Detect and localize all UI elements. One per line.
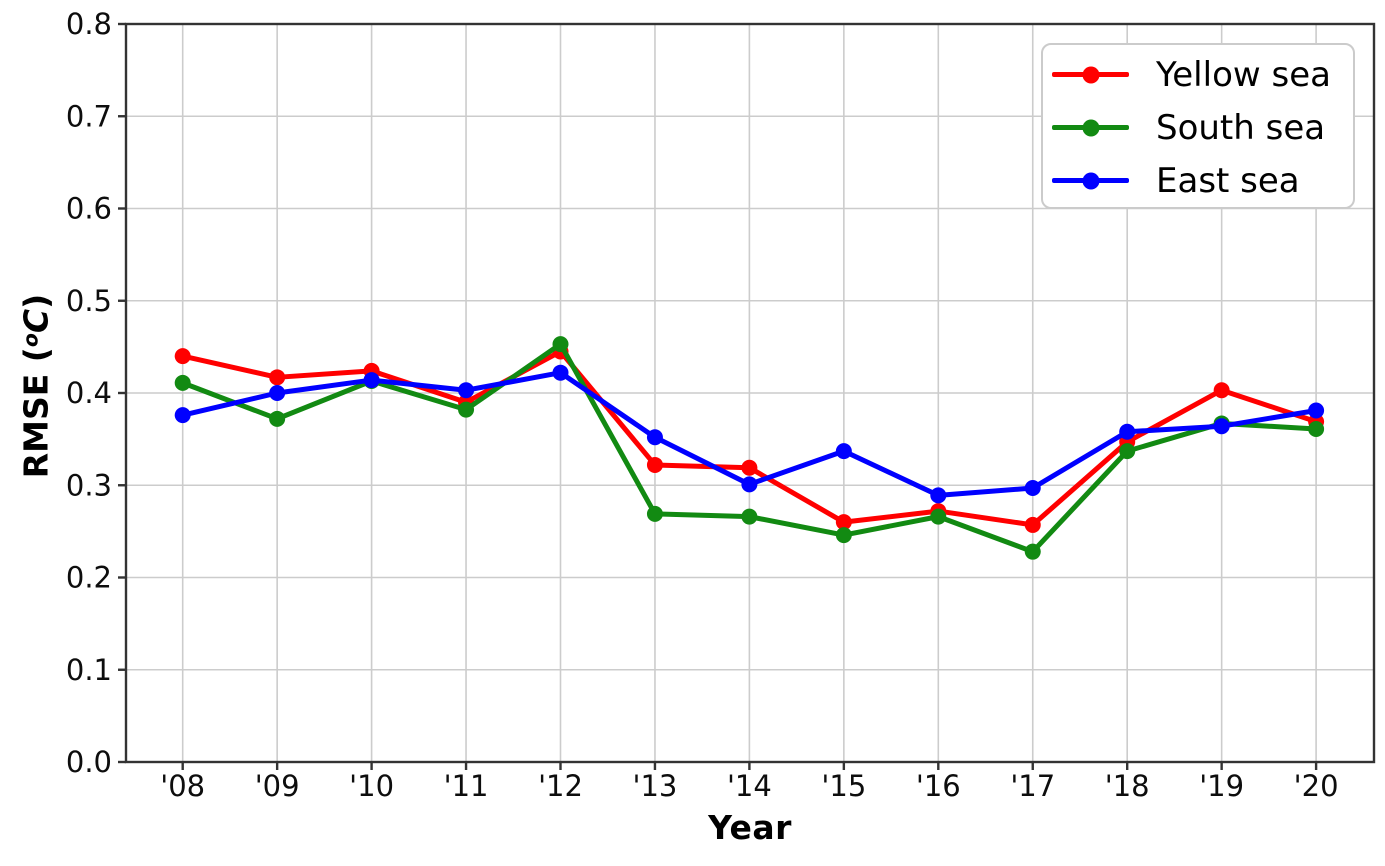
y-tick-label: 0.4 (66, 376, 112, 410)
data-marker-yellow-sea (835, 514, 852, 531)
data-marker-south-sea (458, 401, 475, 418)
data-marker-east-sea (930, 487, 947, 504)
legend-item-east-sea: East sea (1043, 154, 1353, 207)
data-marker-south-sea (1119, 443, 1136, 460)
data-marker-yellow-sea (646, 456, 663, 473)
data-marker-south-sea (741, 508, 758, 525)
data-marker-yellow-sea (269, 369, 286, 386)
x-tick-label: '12 (538, 769, 583, 803)
legend-item-yellow-sea: Yellow sea (1043, 48, 1353, 101)
y-tick-label: 0.3 (66, 468, 112, 502)
x-tick-label: '08 (160, 769, 205, 803)
y-axis-unit: C (16, 308, 56, 334)
data-marker-east-sea (269, 385, 286, 401)
x-tick-label: '18 (1105, 769, 1150, 803)
y-axis-label-prefix: RMSE ( (16, 347, 56, 479)
y-tick-label: 0.5 (66, 284, 112, 318)
legend-label: South sea (1156, 107, 1326, 148)
legend-marker-icon (1052, 119, 1129, 137)
x-tick-label: '17 (1010, 769, 1055, 803)
x-tick-label: '10 (349, 769, 394, 803)
data-marker-south-sea (835, 527, 852, 544)
data-marker-east-sea (741, 476, 758, 493)
y-tick-label: 0.0 (66, 745, 112, 779)
data-marker-east-sea (1213, 418, 1230, 435)
data-marker-yellow-sea (741, 459, 758, 476)
data-marker-east-sea (1024, 480, 1041, 497)
data-marker-south-sea (269, 410, 286, 427)
x-tick-label: '13 (633, 769, 678, 803)
x-tick-label: '16 (916, 769, 961, 803)
y-tick-label: 0.6 (66, 192, 112, 226)
x-tick-label: '11 (444, 769, 489, 803)
x-tick-label: '19 (1199, 769, 1244, 803)
x-tick-label: '14 (727, 769, 772, 803)
data-marker-east-sea (1119, 423, 1136, 440)
data-marker-east-sea (552, 364, 569, 381)
data-marker-east-sea (363, 372, 380, 389)
data-marker-south-sea (1024, 543, 1041, 560)
data-marker-yellow-sea (1213, 382, 1230, 399)
x-axis-label: Year (708, 808, 792, 847)
legend-item-south-sea: South sea (1043, 101, 1353, 154)
data-marker-yellow-sea (1024, 516, 1041, 533)
y-tick-label: 0.2 (66, 561, 112, 595)
y-tick-label: 0.8 (66, 7, 112, 41)
y-axis-label: RMSE (oC) (17, 294, 56, 479)
data-marker-east-sea (174, 407, 191, 424)
data-marker-south-sea (646, 505, 663, 522)
data-marker-south-sea (174, 374, 191, 391)
data-marker-east-sea (1308, 402, 1325, 419)
data-marker-east-sea (458, 382, 475, 399)
degree-superscript: o (18, 333, 43, 348)
y-axis-label-suffix: ) (16, 293, 56, 309)
data-marker-south-sea (1308, 420, 1325, 437)
data-marker-south-sea (930, 508, 947, 525)
x-tick-label: '20 (1294, 769, 1339, 803)
data-marker-east-sea (646, 429, 663, 446)
x-tick-label: '09 (255, 769, 300, 803)
data-marker-east-sea (835, 443, 852, 460)
data-marker-yellow-sea (174, 348, 191, 365)
legend-marker-icon (1052, 66, 1129, 84)
legend-marker-icon (1052, 172, 1129, 190)
y-tick-label: 0.1 (66, 653, 112, 687)
data-marker-south-sea (552, 336, 569, 353)
y-tick-label: 0.7 (66, 99, 112, 133)
legend-box: Yellow sea South sea East sea (1041, 43, 1355, 209)
legend-label: East sea (1156, 160, 1300, 201)
legend-label: Yellow sea (1156, 54, 1331, 95)
x-tick-label: '15 (821, 769, 866, 803)
